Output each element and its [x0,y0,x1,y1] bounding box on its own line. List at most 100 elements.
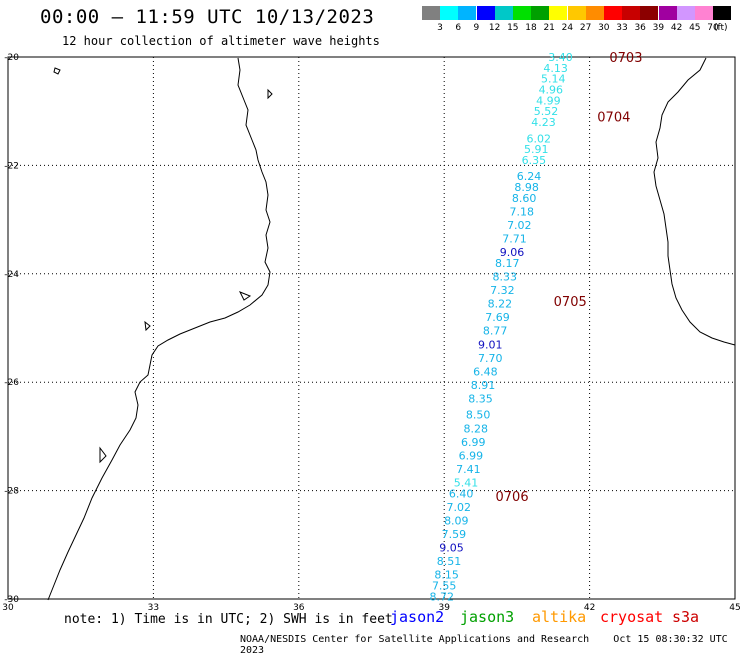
island [99,446,107,464]
wave-height-value: 5.91 [524,143,549,156]
legend-label: 30 [598,23,610,33]
lon-tick-label: 42 [584,603,595,610]
wave-height-value: 9.01 [478,338,503,351]
wave-height-value: 4.23 [531,116,556,129]
legend-unit: (ft) [714,23,728,33]
wave-height-value: 6.99 [459,449,484,462]
legend-swatch [695,6,713,20]
legend-label: 42 [670,23,683,33]
page-subtitle: 12 hour collection of altimeter wave hei… [62,34,380,48]
lon-tick-label: 30 [2,603,14,610]
legend-swatch [549,6,568,20]
legend-swatch [531,6,550,20]
island [144,320,151,332]
legend-swatch [476,6,495,20]
wave-height-value: 8.98 [514,181,539,194]
madagascar-coastline [653,57,736,346]
wave-height-value: 6.24 [517,170,542,183]
legend-label: 6 [455,23,462,33]
satellite-label: jason3 [460,608,515,626]
wave-height-value: 9.05 [439,542,464,555]
legend-swatch [658,6,677,20]
legend-swatch [494,6,513,20]
legend-swatch [458,6,477,20]
legend-label: 70 [707,23,719,33]
wave-height-value: 7.55 [432,579,457,592]
lat-tick-label: -22 [4,161,19,171]
satellite-label: cryosat [600,608,664,626]
wave-height-value: 4.96 [539,84,564,97]
wave-height-points: 3.404.135.144.964.995.524.23 6.025.916.35… [430,51,573,603]
pass-time-label: 0705 [554,295,587,310]
lon-tick-label: 33 [148,603,159,610]
legend-swatch [640,6,659,20]
lon-tick-label: 45 [729,603,740,610]
legend-label: 12 [488,23,501,33]
legend-swatch [604,6,622,20]
footer-note: note: 1) Time is in UTC; 2) SWH is in fe… [64,612,393,627]
wave-height-value: 8.72 [430,590,455,603]
lat-tick-label: -30 [4,595,19,605]
legend-swatch [422,6,440,20]
map-grid [7,56,736,600]
lon-tick-label: 36 [293,603,305,610]
island [53,67,61,75]
page-title: 00:00 – 11:59 UTC 10/13/2023 [40,6,375,28]
wave-height-value: 7.69 [485,311,510,324]
footer-credit: NOAA/NESDIS Center for Satellite Applica… [240,634,740,656]
satellite-label: jason2 [390,608,445,626]
lat-tick-label: -24 [4,270,19,280]
legend-swatch [513,6,531,20]
map-frame [7,56,736,600]
coastline [47,57,736,601]
wave-height-value: 8.50 [466,409,491,422]
wave-height-value: 7.02 [507,219,532,232]
legend-label: 15 [507,23,519,33]
pass-time-label: 0703 [609,51,642,66]
wave-height-value: 8.17 [495,257,520,270]
satellite-label: s3a [672,608,700,626]
wave-map: 3.404.135.144.964.995.524.23 6.025.916.35… [2,51,740,610]
wave-height-value: 7.18 [509,205,534,218]
lat-tick-label: -26 [4,378,19,388]
wave-height-value: 6.35 [522,154,547,167]
satellite-label: altika [532,608,587,626]
island [267,88,273,100]
legend-swatch [622,6,641,20]
lat-tick-label: -28 [4,487,19,497]
legend-label: 45 [689,23,701,33]
wave-height-value: 8.51 [437,555,462,568]
wave-height-value: 8.09 [444,514,469,527]
legend-swatch [567,6,586,20]
wave-height-value: 5.52 [534,105,559,118]
wave-height-value: 5.14 [541,73,566,86]
wave-height-value: 9.06 [500,246,525,259]
legend-label: 39 [652,23,665,33]
lat-tick-label: -20 [4,53,19,63]
wave-height-value: 6.48 [473,365,498,378]
wave-height-value: 8.35 [468,392,493,405]
wave-height-value: 6.99 [461,436,486,449]
legend-swatch [713,6,732,20]
legend-swatch [585,6,604,20]
legend-label: 33 [616,23,628,33]
credit-text: NOAA/NESDIS Center for Satellite Applica… [240,634,590,645]
wave-height-value: 7.71 [502,233,527,246]
pass-time-label: 0706 [496,490,529,505]
wave-height-value: 8.60 [512,192,537,205]
wave-height-value: 8.22 [488,298,513,311]
wave-height-value: 4.13 [543,62,568,75]
wave-height-value: 6.40 [449,487,474,500]
legend-label: 21 [543,23,555,33]
island [238,291,252,301]
legend-label: 18 [525,23,537,33]
pass-time-labels: 0703 0704 0705 0706 [496,51,643,505]
legend-label: 9 [473,23,480,33]
africa-coastline [47,57,271,601]
lon-tick-label: 39 [438,603,450,610]
legend-label: 3 [437,23,443,33]
wave-height-value: 8.28 [463,422,488,435]
wave-height-value: 8.91 [471,379,496,392]
wave-height-value: 7.02 [446,501,471,514]
wave-height-value: 7.70 [478,352,503,365]
